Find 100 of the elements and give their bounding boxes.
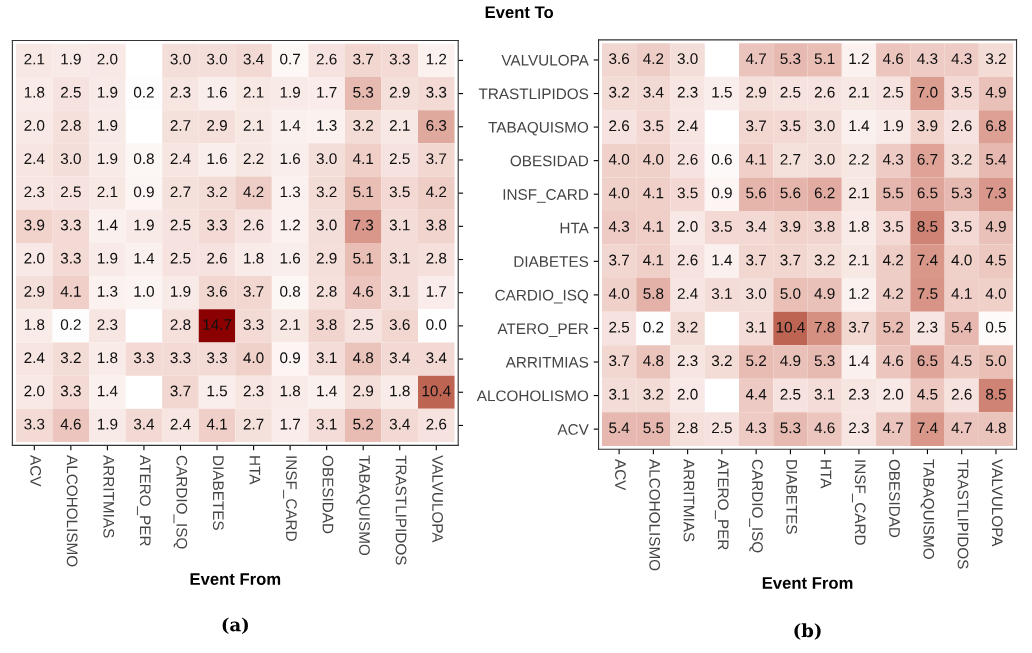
- data-label: 4.9: [814, 288, 835, 299]
- data-label: 1.7: [426, 286, 447, 297]
- data-label: 5.3: [951, 187, 972, 199]
- data-label: 1.5: [712, 86, 732, 98]
- data-label: 1.9: [97, 86, 118, 98]
- data-label: 3.2: [711, 355, 732, 367]
- data-label: 3.0: [316, 153, 337, 165]
- data-label: 4.2: [882, 288, 904, 299]
- data-label: 4.5: [985, 254, 1006, 266]
- data-label: 0.2: [643, 321, 664, 333]
- data-label: 0.9: [280, 352, 301, 364]
- data-label: 2.9: [316, 252, 337, 264]
- data-label: 1.9: [97, 252, 118, 264]
- data-label: 1.8: [24, 319, 45, 330]
- data-label: 4.6: [60, 418, 81, 430]
- data-label: 1.4: [849, 355, 870, 366]
- data-label: 3.3: [60, 252, 81, 264]
- data-label: 4.2: [426, 186, 447, 198]
- data-label: 2.5: [170, 252, 191, 264]
- data-label: 6.2: [814, 187, 835, 199]
- x-tick-label: HTA: [249, 456, 261, 485]
- x-tick-label: ALCOHOLISMO: [649, 459, 661, 571]
- data-label: 2.6: [243, 219, 264, 231]
- data-label: 3.3: [389, 53, 410, 65]
- x-tick-label: CARDIO_ISQ: [749, 459, 763, 553]
- data-label: 2.0: [24, 252, 45, 264]
- data-label: 0.7: [280, 53, 300, 65]
- data-label: 3.2: [316, 186, 337, 198]
- data-label: 6.8: [986, 120, 1006, 132]
- data-label: 2.1: [389, 120, 410, 131]
- data-label: 1.9: [97, 418, 118, 430]
- data-label: 3.7: [780, 254, 801, 266]
- data-label: 4.7: [951, 422, 972, 434]
- data-label: 1.3: [280, 186, 301, 198]
- data-label: 4.0: [243, 352, 264, 364]
- data-label: 1.6: [280, 252, 301, 264]
- data-label: 3.1: [746, 321, 767, 333]
- data-label: 5.3: [780, 422, 801, 434]
- data-label: 5.4: [985, 154, 1007, 165]
- data-label: 4.1: [206, 418, 227, 430]
- data-label: 5.2: [746, 355, 766, 367]
- data-label: 3.0: [814, 120, 835, 132]
- x-tick-label: ARRITMIAS: [683, 459, 695, 542]
- y-tick-label: TRASTLIPIDOS: [478, 88, 589, 100]
- data-label: 7.3: [353, 219, 374, 231]
- data-label: 3.7: [609, 254, 629, 266]
- data-label: 1.7: [317, 87, 337, 98]
- data-label: 2.5: [780, 86, 801, 98]
- data-label: 7.4: [917, 422, 938, 434]
- data-label: 4.3: [608, 221, 630, 232]
- data-label: 5.5: [883, 187, 904, 199]
- data-label: 4.9: [985, 221, 1006, 232]
- text: (a): [222, 617, 248, 634]
- data-label: 2.8: [316, 285, 337, 297]
- data-label: 2.4: [170, 418, 191, 430]
- x-tick-label: OBESIDAD: [889, 459, 900, 538]
- x-tick-label: TABAQUISMO: [920, 459, 935, 559]
- data-label: 3.7: [243, 285, 264, 297]
- data-label: 3.4: [426, 352, 447, 364]
- x-tick-label: TRASTLIPIDOS: [957, 459, 969, 569]
- data-label: 2.6: [814, 86, 835, 98]
- data-label: 3.7: [746, 254, 766, 266]
- y-axis-title: Event To: [485, 6, 554, 19]
- data-label: 3.4: [243, 53, 264, 65]
- data-label: 3.2: [814, 254, 835, 266]
- data-label: 2.9: [746, 86, 767, 98]
- data-label: 3.5: [711, 221, 732, 232]
- data-label: 3.2: [643, 388, 664, 400]
- data-label: 4.3: [951, 53, 972, 65]
- data-label: 5.1: [353, 186, 374, 198]
- data-label: 0.8: [280, 285, 301, 297]
- data-label: 2.5: [353, 319, 374, 330]
- data-label: 2.1: [849, 86, 869, 98]
- data-label: 2.0: [24, 385, 45, 397]
- data-label: 2.6: [951, 388, 972, 400]
- data-label: 1.2: [426, 53, 447, 65]
- data-label: 7.5: [917, 288, 938, 299]
- data-label: 3.5: [883, 221, 904, 232]
- data-label: 3.9: [24, 219, 45, 231]
- x-tick-label: ATERO_PER: [714, 459, 729, 550]
- data-label: 2.3: [849, 422, 869, 434]
- x-tick-label: DIABETES: [212, 456, 224, 530]
- data-label: 3.8: [814, 221, 835, 232]
- data-label: 1.8: [244, 252, 264, 264]
- data-label: 4.8: [352, 352, 374, 364]
- data-label: 2.3: [24, 186, 45, 198]
- x-tick-label: ATERO_PER: [136, 455, 151, 546]
- data-label: 1.2: [849, 53, 869, 64]
- data-label: 0.2: [133, 86, 154, 98]
- data-label: 4.1: [643, 187, 664, 199]
- data-label: 1.9: [280, 86, 301, 98]
- x-tick-label: ARRITMIAS: [103, 455, 115, 538]
- data-label: 2.1: [243, 120, 264, 131]
- data-label: 2.5: [61, 186, 81, 198]
- data-label: 4.0: [643, 153, 664, 165]
- data-label: 3.4: [389, 418, 410, 430]
- data-label: 4.1: [352, 153, 374, 164]
- data-label: 4.3: [882, 153, 904, 165]
- data-label: 4.9: [780, 355, 801, 367]
- x-tick-label: VALVULOPA: [991, 459, 1003, 547]
